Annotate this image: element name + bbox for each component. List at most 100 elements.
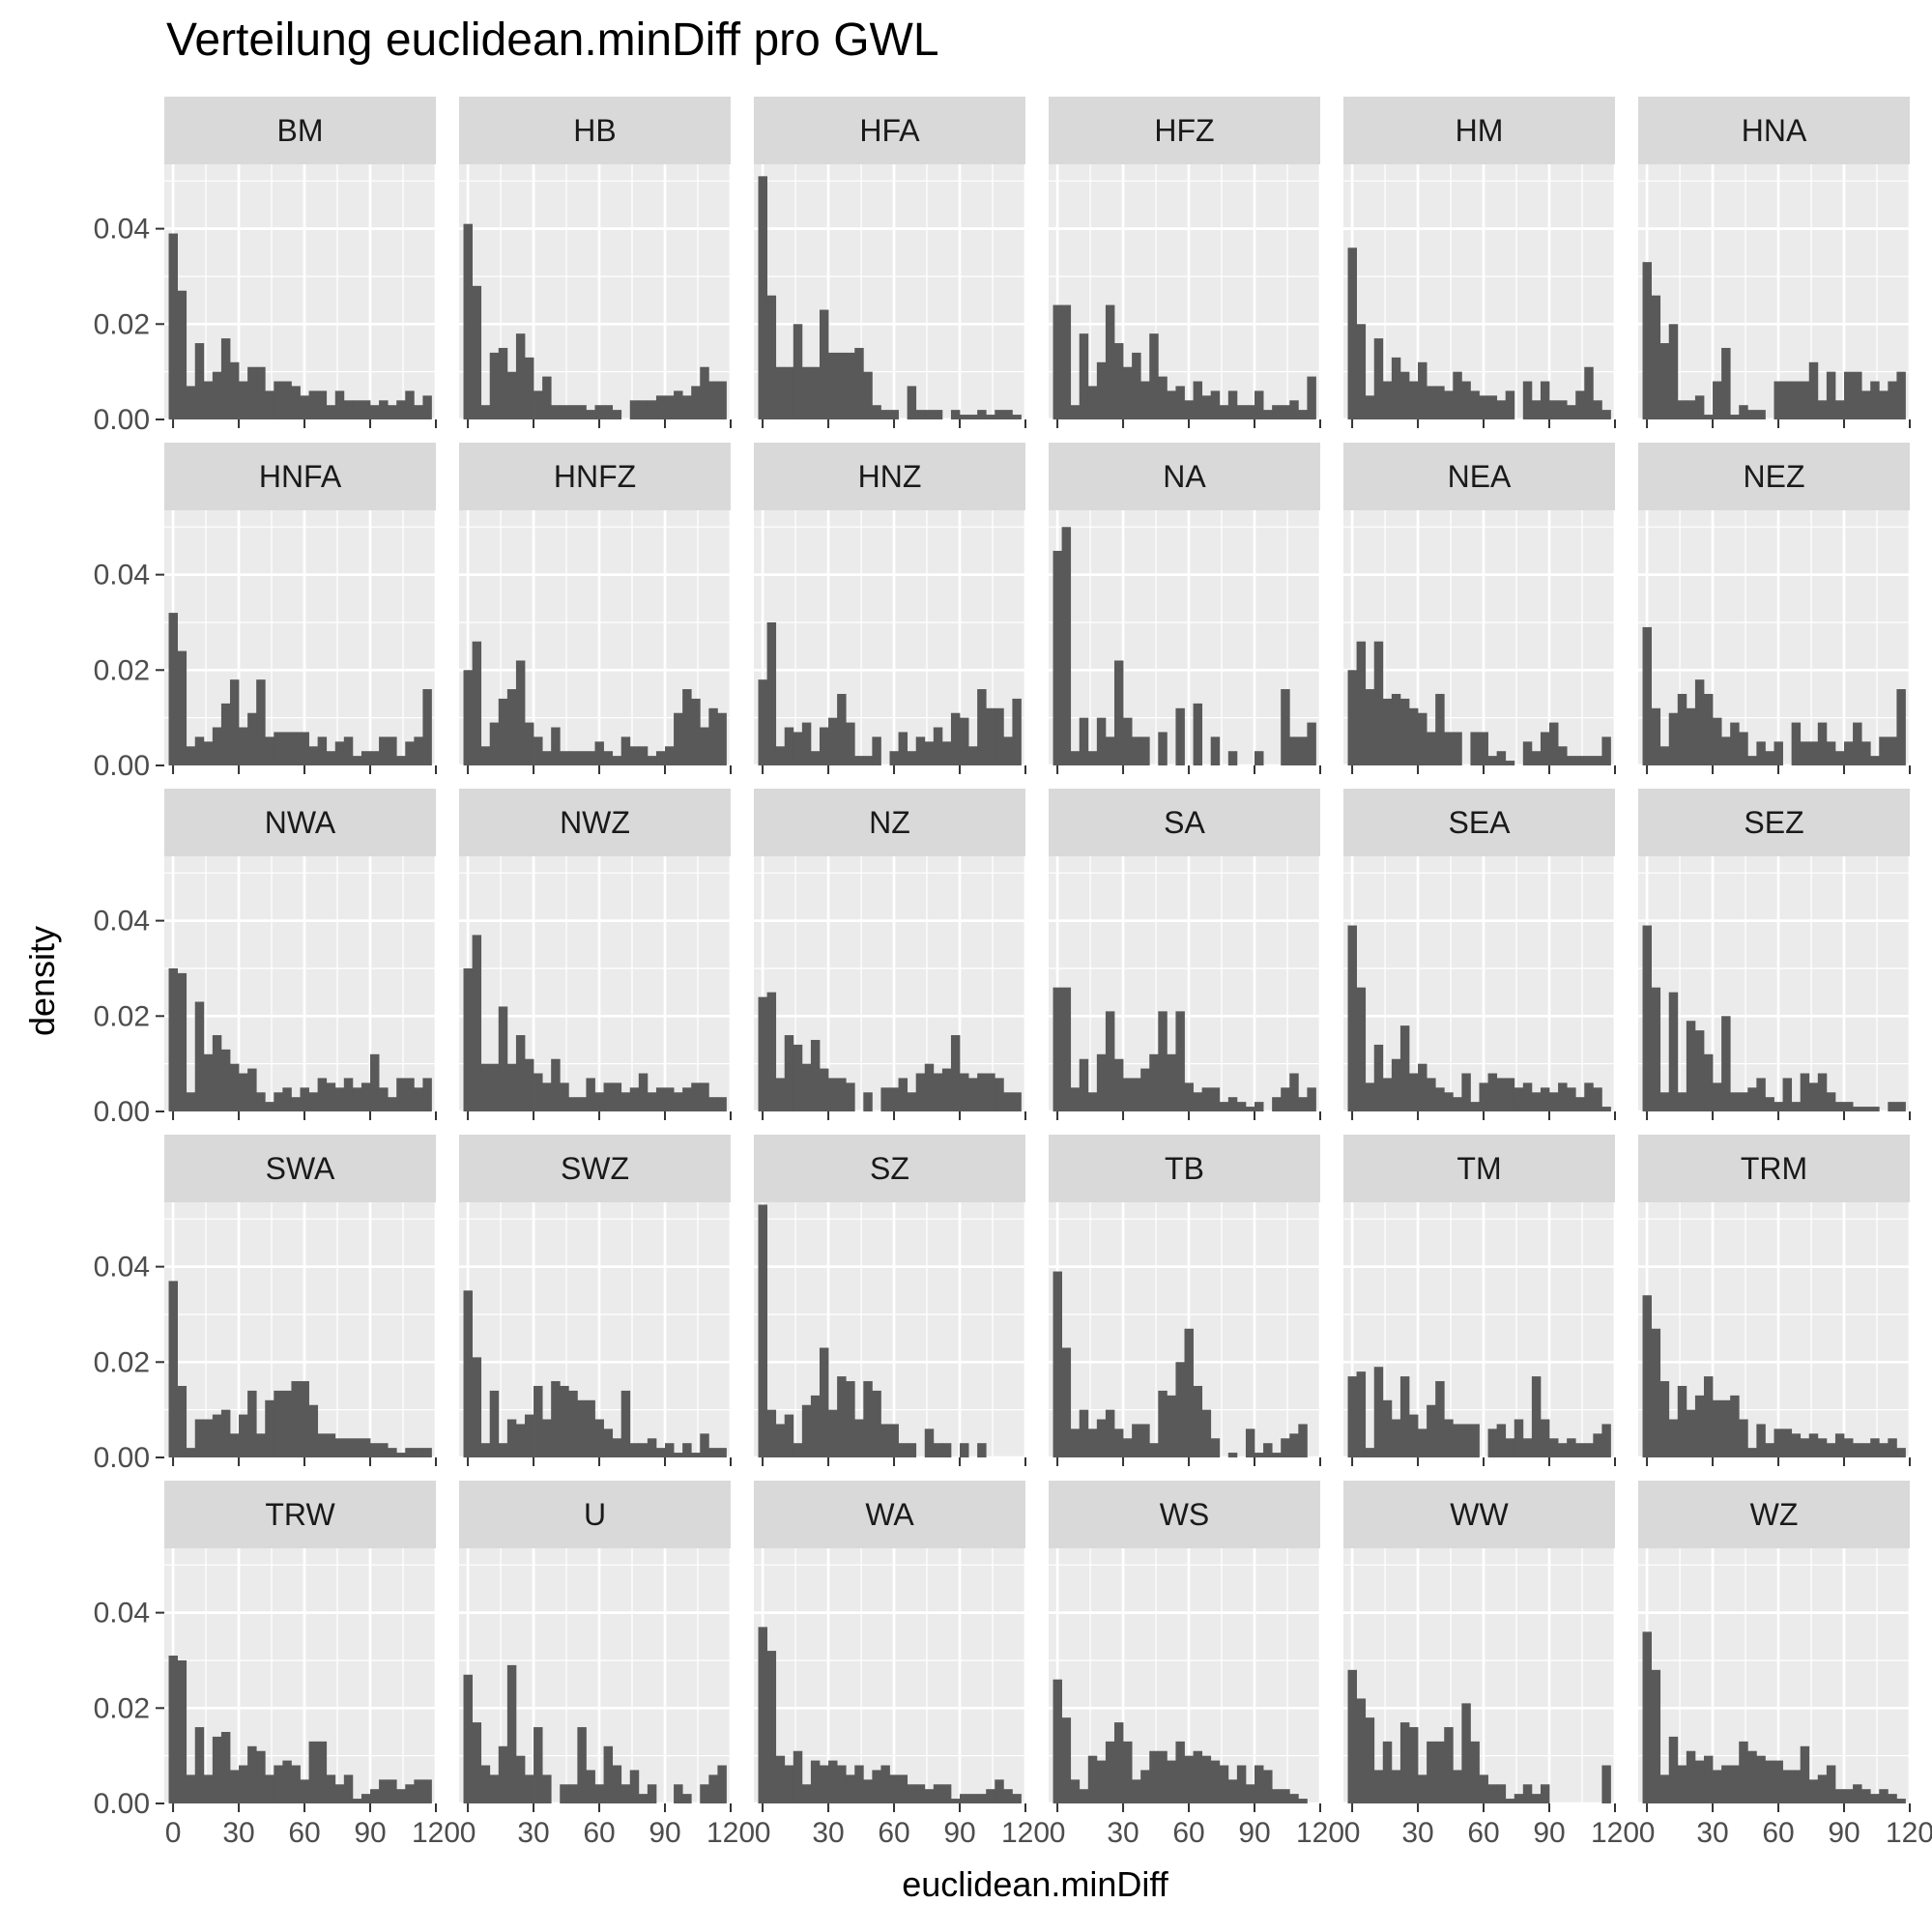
facet-panel-SA: SA: [1049, 789, 1322, 1120]
histogram-bar: [542, 376, 552, 419]
histogram-bar: [1703, 415, 1714, 419]
histogram-bar: [1888, 1794, 1897, 1803]
histogram-bar: [1861, 390, 1871, 419]
histogram-bar: [551, 727, 561, 765]
histogram-bar: [1505, 390, 1515, 419]
histogram-bar: [1765, 751, 1774, 765]
histogram-bar: [1272, 405, 1282, 419]
histogram-bar: [1479, 1774, 1488, 1803]
histogram-bar: [489, 722, 500, 765]
histogram-bar: [647, 1784, 657, 1803]
histogram-bar: [612, 1765, 622, 1803]
histogram-bar: [1263, 1443, 1273, 1457]
histogram-bar: [1061, 1347, 1072, 1457]
histogram-bar: [577, 751, 587, 765]
facet-panel-TRM: TRM: [1638, 1135, 1912, 1466]
histogram-bar: [1079, 717, 1089, 765]
histogram-bar: [1227, 1779, 1238, 1803]
histogram-bar: [1281, 1438, 1290, 1457]
histogram-bar: [1575, 1443, 1585, 1457]
x-tick-label: 120: [1886, 1817, 1932, 1849]
histogram-bar: [682, 689, 692, 765]
histogram-bar: [1747, 1087, 1757, 1111]
histogram-bar: [480, 1063, 491, 1111]
histogram-bar: [846, 1381, 855, 1457]
histogram-bar: [1601, 1424, 1611, 1457]
histogram-bar: [1791, 1102, 1802, 1111]
histogram-bar: [1834, 1433, 1845, 1457]
histogram-bar: [1479, 732, 1488, 765]
histogram-bar: [665, 395, 675, 419]
histogram-bar: [1175, 1362, 1185, 1457]
histogram-bar: [638, 746, 649, 765]
histogram-bar: [1773, 1760, 1783, 1803]
histogram-bar: [352, 1087, 362, 1111]
histogram-bar: [1487, 395, 1498, 419]
x-tick-label: 120: [706, 1817, 755, 1849]
facet-strip-label: SEA: [1448, 805, 1511, 840]
histogram-bar: [472, 935, 482, 1111]
histogram-bar: [1730, 722, 1740, 765]
facet-strip-label: NA: [1163, 459, 1206, 494]
panel-background: [1049, 164, 1320, 419]
histogram-bar: [533, 1073, 543, 1111]
histogram-bar: [334, 1087, 345, 1111]
histogram-bar: [300, 732, 309, 765]
histogram-bar: [1356, 641, 1367, 765]
histogram-bar: [1453, 1424, 1462, 1457]
histogram-bar: [370, 1053, 380, 1111]
histogram-bar: [655, 1087, 666, 1111]
histogram-bar: [995, 410, 1004, 419]
histogram-bar: [1888, 1438, 1897, 1457]
histogram-bar: [819, 1765, 829, 1803]
histogram-bar: [846, 722, 855, 765]
histogram-bar: [1427, 1404, 1436, 1457]
histogram-bar: [1651, 707, 1661, 765]
histogram-bar: [933, 727, 943, 765]
histogram-bar: [1373, 1770, 1384, 1803]
histogram-bar: [177, 972, 187, 1111]
histogram-bar: [629, 1770, 640, 1803]
histogram-bar: [405, 1078, 415, 1111]
histogram-bar: [872, 1770, 881, 1803]
facet-strip: [1343, 1481, 1615, 1548]
histogram-bar: [472, 285, 482, 419]
x-tick-label: 90: [1533, 1817, 1565, 1849]
histogram-bar: [1487, 1784, 1498, 1803]
histogram-bar: [194, 1727, 205, 1803]
histogram-bar: [1531, 751, 1542, 765]
histogram-bar: [708, 381, 718, 419]
histogram-bar: [1347, 1669, 1357, 1803]
histogram-bar: [414, 1779, 423, 1803]
histogram-bar: [977, 1443, 987, 1457]
histogram-bar: [1254, 390, 1264, 419]
histogram-bar: [1817, 400, 1828, 419]
histogram-bar: [291, 1765, 301, 1803]
histogram-bar: [388, 1097, 397, 1111]
histogram-bar: [1765, 1443, 1774, 1457]
histogram-bar: [229, 361, 240, 419]
histogram-bar: [665, 1443, 675, 1457]
histogram-bar: [239, 727, 248, 765]
x-tick-label: 0: [165, 1817, 182, 1849]
histogram-bar: [986, 707, 995, 765]
facet-strip-label: HB: [573, 113, 616, 148]
facet-panel-SWZ: SWZ: [459, 1135, 733, 1466]
histogram-bar: [1739, 1741, 1748, 1803]
histogram-bar: [1245, 1107, 1255, 1111]
histogram-bar: [907, 386, 917, 419]
histogram-bar: [1601, 410, 1611, 419]
histogram-bar: [1236, 1102, 1247, 1111]
histogram-bar: [396, 756, 406, 765]
histogram-bar: [300, 1087, 309, 1111]
histogram-bar: [1549, 400, 1559, 419]
histogram-bar: [463, 1674, 473, 1803]
histogram-bar: [960, 415, 969, 419]
histogram-bar: [1549, 722, 1559, 765]
histogram-bar: [177, 290, 187, 419]
histogram-bar: [1756, 410, 1766, 419]
histogram-bar: [317, 390, 328, 419]
histogram-bar: [480, 746, 491, 765]
histogram-bar: [612, 1438, 622, 1457]
histogram-bar: [515, 333, 526, 419]
